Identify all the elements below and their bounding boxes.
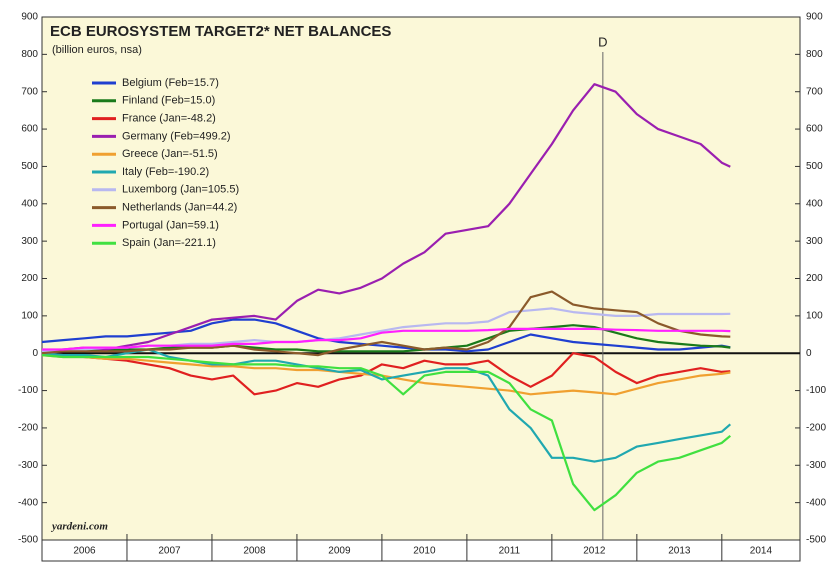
x-tick-label: 2011 xyxy=(499,546,521,557)
y2-tick-label: 600 xyxy=(806,124,823,135)
x-tick-label: 2007 xyxy=(158,546,181,557)
y-tick-label: 700 xyxy=(21,86,38,97)
y-tick-label: -100 xyxy=(18,385,38,396)
y2-tick-label: 400 xyxy=(806,198,823,209)
legend-label: Spain (Jan=-221.1) xyxy=(122,237,216,249)
y2-tick-label: -300 xyxy=(806,460,826,471)
y2-tick-label: 100 xyxy=(806,310,823,321)
chart-subtitle: (billion euros, nsa) xyxy=(52,44,142,56)
series-line xyxy=(41,290,731,357)
y2-tick-label: -100 xyxy=(806,385,826,396)
x-tick-label: 2006 xyxy=(73,546,96,557)
series-line xyxy=(41,354,732,512)
series-line xyxy=(41,318,731,353)
x-tick-label: 2009 xyxy=(328,546,351,557)
legend-label: France (Jan=-48.2) xyxy=(122,113,216,125)
x-tick-label: 2013 xyxy=(668,546,691,557)
legend-label: Italy (Feb=-190.2) xyxy=(122,166,209,178)
y2-tick-label: 0 xyxy=(806,348,812,359)
y-tick-label: 800 xyxy=(21,49,38,60)
legend-label: Portugal (Jan=59.1) xyxy=(122,219,219,231)
y2-tick-label: 200 xyxy=(806,273,823,284)
y-tick-label: 900 xyxy=(21,12,38,23)
annotation: D xyxy=(598,34,607,49)
series-line xyxy=(41,352,731,396)
y2-tick-label: 700 xyxy=(806,86,823,97)
y-tick-label: 0 xyxy=(32,348,38,359)
x-tick-label: 2008 xyxy=(243,546,266,557)
y2-tick-label: 300 xyxy=(806,236,823,247)
y-tick-label: 500 xyxy=(21,161,38,172)
y-tick-label: 200 xyxy=(21,273,38,284)
source: yardeni.com xyxy=(50,521,108,533)
y2-tick-label: 800 xyxy=(806,49,823,60)
series-line xyxy=(41,83,731,353)
x-tick-label: 2014 xyxy=(750,546,773,557)
x-tick-label: 2012 xyxy=(583,546,606,557)
y-tick-label: -400 xyxy=(18,497,38,508)
y-tick-label: -300 xyxy=(18,460,38,471)
y2-tick-label: 500 xyxy=(806,161,823,172)
series-line xyxy=(41,348,732,463)
legend-label: Finland (Feb=15.0) xyxy=(122,95,215,107)
plot-area xyxy=(41,16,801,541)
y-tick-label: 300 xyxy=(21,236,38,247)
y-tick-label: 100 xyxy=(21,310,38,321)
chart-title: ECB EUROSYSTEM TARGET2* NET BALANCES xyxy=(50,23,391,40)
y-tick-label: -200 xyxy=(18,423,38,434)
legend-label: Luxemborg (Jan=105.5) xyxy=(122,184,239,196)
y-tick-label: 400 xyxy=(21,198,38,209)
y2-tick-label: -500 xyxy=(806,535,826,546)
legend-label: Netherlands (Jan=44.2) xyxy=(122,202,237,214)
y2-tick-label: -200 xyxy=(806,423,826,434)
legend-label: Germany (Feb=499.2) xyxy=(122,130,231,142)
y2-tick-label: 900 xyxy=(806,12,823,23)
y-tick-label: 600 xyxy=(21,124,38,135)
y2-tick-label: -400 xyxy=(806,497,826,508)
legend-label: Belgium (Feb=15.7) xyxy=(122,77,219,89)
series-line xyxy=(42,327,731,351)
x-tick-label: 2010 xyxy=(413,546,436,557)
y-tick-label: -500 xyxy=(18,535,38,546)
legend-label: Greece (Jan=-51.5) xyxy=(122,148,218,160)
